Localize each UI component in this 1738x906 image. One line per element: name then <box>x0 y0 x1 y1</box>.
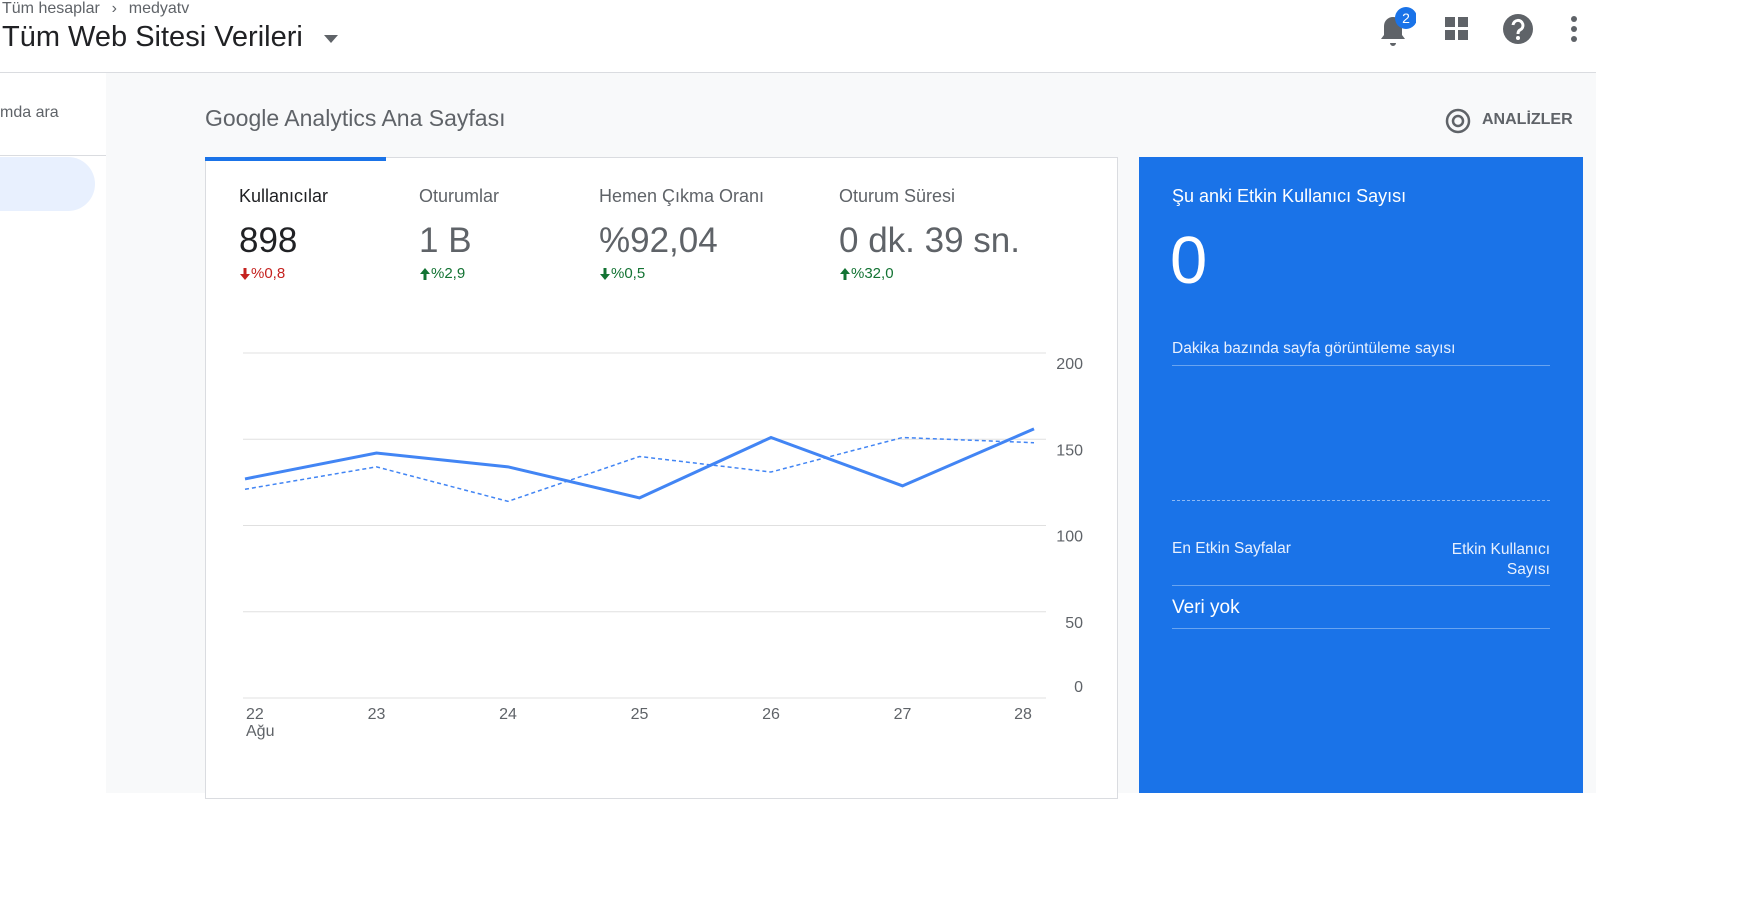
divider <box>1172 628 1550 629</box>
trend-arrow <box>420 267 430 280</box>
metric-value: 0 dk. 39 sn. <box>839 221 1020 260</box>
view-title[interactable]: Tüm Web Sitesi Verileri <box>2 21 303 53</box>
x-tick-label: 24 <box>499 706 517 723</box>
realtime-panel <box>1139 157 1583 793</box>
overview-card <box>205 157 1118 799</box>
arrow-shape <box>420 267 430 280</box>
metric-change: %2,9 <box>419 265 465 282</box>
realtime-value: 0 <box>1170 223 1208 298</box>
x-tick-label: 22 <box>246 706 264 723</box>
x-tick-label: 28 <box>1014 706 1032 723</box>
insights-icon <box>1445 108 1471 134</box>
y-tick-label: 150 <box>1056 442 1083 459</box>
metric-value: 898 <box>239 221 298 260</box>
dropdown-arrow[interactable] <box>322 34 340 44</box>
header-divider <box>0 72 1596 73</box>
sidebar-active-item[interactable] <box>0 157 95 211</box>
trend-arrow <box>240 267 250 280</box>
x-month-label: Ağu <box>246 723 274 740</box>
more-icon[interactable] <box>1568 15 1580 43</box>
sidebar-divider <box>0 155 106 156</box>
apps-icon[interactable] <box>1445 17 1469 41</box>
badge: 2 <box>1402 10 1410 26</box>
x-tick-label: 26 <box>762 706 780 723</box>
x-tick-label: 27 <box>894 706 912 723</box>
metric-label: Oturumlar <box>419 186 500 206</box>
trend-arrow <box>600 267 610 280</box>
metric-value: %92,04 <box>599 221 718 260</box>
x-tick-label: 23 <box>368 706 386 723</box>
insights-button[interactable]: ANALİZLER <box>1482 111 1573 128</box>
change-text: %0,8 <box>251 265 286 282</box>
table-header: Etkin Kullanıcı Sayısı <box>1451 541 1550 578</box>
change-text: %0,5 <box>611 265 646 282</box>
breadcrumb-item[interactable]: Tüm hesaplar <box>2 0 100 17</box>
trend-arrow <box>840 267 850 280</box>
arrow-shape <box>840 267 850 280</box>
metric-label: Hemen Çıkma Oranı <box>599 186 765 206</box>
breadcrumb: Tüm hesaplar › medyatv <box>2 0 189 18</box>
y-tick-label: 200 <box>1056 356 1083 373</box>
arrow-shape <box>240 267 250 280</box>
metric-change: %0,5 <box>599 265 645 282</box>
table-header: En Etkin Sayfalar <box>1172 540 1291 557</box>
change-text: %2,9 <box>431 265 466 282</box>
metric-change: %0,8 <box>239 265 285 282</box>
metric-value: 1 B <box>419 221 472 260</box>
metric-label: Oturum Süresi <box>839 186 956 206</box>
series-line <box>244 427 1035 500</box>
page-title: Google Analytics Ana Sayfası <box>205 105 506 131</box>
pageviews-label: Dakika bazında sayfa görüntüleme sayısı <box>1172 340 1456 357</box>
metric-label: Kullanıcılar <box>239 186 329 206</box>
active-tab-indicator <box>205 157 386 161</box>
chevron: › <box>111 0 117 17</box>
y-tick-label: 50 <box>1065 615 1083 632</box>
sidebar-search[interactable]: mda ara <box>0 104 59 121</box>
divider <box>1172 585 1550 586</box>
metric-change: %32,0 <box>839 265 894 282</box>
series-line <box>244 436 1035 503</box>
x-tick-label: 25 <box>631 706 649 723</box>
y-tick-label: 0 <box>1074 679 1083 696</box>
empty-state: Veri yok <box>1172 597 1240 618</box>
help-icon[interactable] <box>1502 13 1534 45</box>
y-tick-label: 100 <box>1056 529 1083 546</box>
realtime-title: Şu anki Etkin Kullanıcı Sayısı <box>1172 186 1407 206</box>
notifications[interactable]: 2 <box>1376 6 1416 48</box>
line-chart: 0 50 100 150 200 22 23 24 25 26 27 28 Ağu <box>243 352 1083 740</box>
breadcrumb-item[interactable]: medyatv <box>128 0 190 17</box>
change-text: %32,0 <box>851 265 894 282</box>
sparkline-baseline <box>1172 500 1550 501</box>
divider <box>1172 365 1550 366</box>
arrow-shape <box>600 267 610 280</box>
